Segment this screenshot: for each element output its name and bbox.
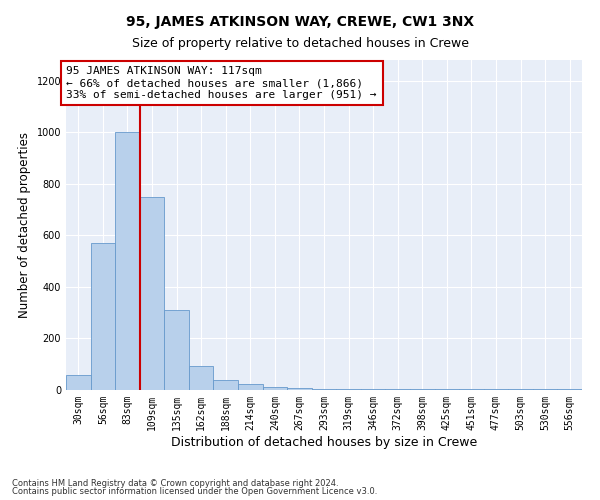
Bar (361, 388, 385, 390)
Y-axis label: Number of detached properties: Number of detached properties (18, 132, 31, 318)
Bar (385, 388, 410, 390)
Bar (459, 388, 484, 390)
Bar (238, 384, 263, 390)
Text: Contains HM Land Registry data © Crown copyright and database right 2024.: Contains HM Land Registry data © Crown c… (12, 478, 338, 488)
Bar (189, 366, 214, 390)
Bar (287, 388, 312, 390)
Bar (434, 388, 459, 390)
Text: Contains public sector information licensed under the Open Government Licence v3: Contains public sector information licen… (12, 487, 377, 496)
Bar (312, 388, 336, 390)
X-axis label: Distribution of detached houses by size in Crewe: Distribution of detached houses by size … (171, 436, 477, 448)
Bar (484, 388, 508, 390)
Bar (263, 386, 287, 390)
Bar (508, 388, 533, 390)
Bar (91, 243, 115, 390)
Text: 95, JAMES ATKINSON WAY, CREWE, CW1 3NX: 95, JAMES ATKINSON WAY, CREWE, CW1 3NX (126, 15, 474, 29)
Text: 95 JAMES ATKINSON WAY: 117sqm
← 66% of detached houses are smaller (1,866)
33% o: 95 JAMES ATKINSON WAY: 117sqm ← 66% of d… (67, 66, 377, 100)
Bar (410, 388, 434, 390)
Bar (336, 388, 361, 390)
Bar (66, 374, 91, 390)
Bar (140, 196, 164, 390)
Bar (115, 132, 140, 390)
Bar (557, 388, 582, 390)
Bar (214, 380, 238, 390)
Text: Size of property relative to detached houses in Crewe: Size of property relative to detached ho… (131, 38, 469, 51)
Bar (533, 388, 557, 390)
Bar (164, 310, 189, 390)
